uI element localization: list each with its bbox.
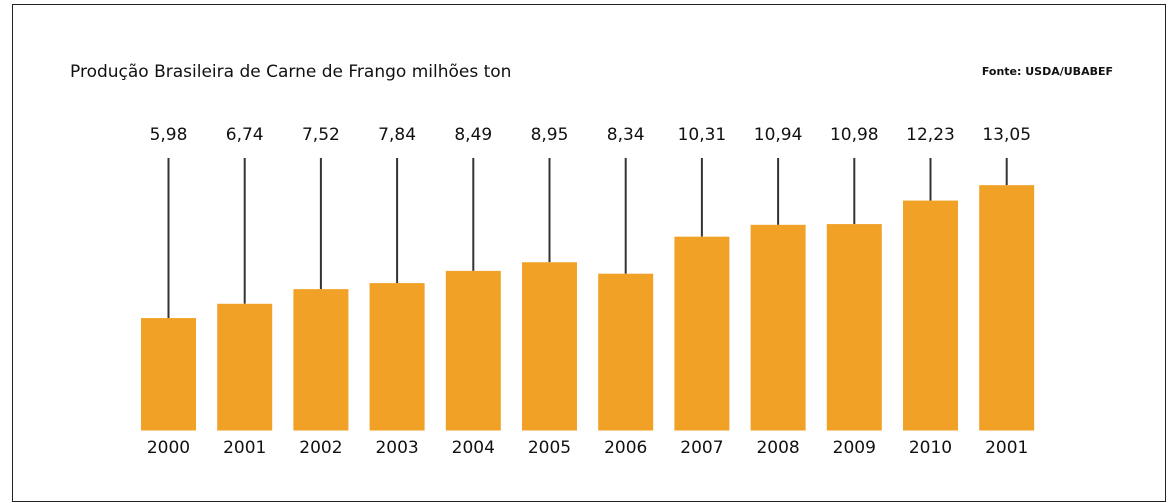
bar: [293, 289, 349, 431]
bar: [750, 224, 806, 431]
x-tick-label: 2008: [756, 438, 799, 458]
x-tick-label: 2010: [909, 438, 952, 458]
value-label: 8,95: [531, 125, 569, 145]
frame: [12, 4, 1166, 502]
value-label: 7,52: [302, 125, 340, 145]
value-label: 13,05: [982, 125, 1031, 145]
value-label: 10,31: [678, 125, 727, 145]
value-label: 8,49: [454, 125, 492, 145]
bar: [141, 318, 196, 431]
value-label: 10,94: [754, 125, 803, 145]
bar: [217, 303, 273, 431]
value-label: 6,74: [226, 125, 264, 145]
source: Fonte: USDA/UBABEF: [982, 65, 1113, 78]
bar: [826, 224, 882, 431]
bar: [522, 262, 577, 431]
x-tick-label: 2006: [604, 438, 647, 458]
bar: [979, 185, 1035, 431]
bar: [369, 283, 425, 431]
x-tick-label: 2003: [375, 438, 418, 458]
x-tick-label: 2001: [223, 438, 266, 458]
value-label: 7,84: [378, 125, 416, 145]
x-tick-label: 2001: [985, 438, 1028, 458]
x-tick-label: 2005: [528, 438, 571, 458]
bar: [903, 200, 958, 431]
x-tick-label: 2007: [680, 438, 723, 458]
x-tick-label: 2002: [299, 438, 342, 458]
x-tick-label: 2000: [147, 438, 190, 458]
value-label: 10,98: [830, 125, 879, 145]
chart-title: Produção Brasileira de Carne de Frango m…: [70, 62, 511, 82]
bar: [445, 270, 501, 431]
value-label: 12,23: [906, 125, 955, 145]
value-label: 5,98: [150, 125, 188, 145]
x-tick-label: 2009: [833, 438, 876, 458]
bar: [598, 273, 654, 431]
bar: [674, 236, 730, 431]
value-label: 8,34: [607, 125, 645, 145]
x-tick-label: 2004: [452, 438, 495, 458]
